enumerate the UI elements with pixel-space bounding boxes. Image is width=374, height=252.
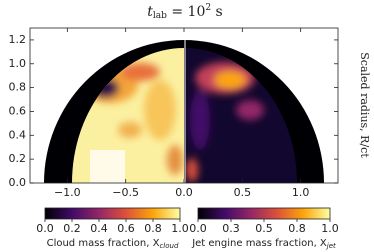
y-axis-label: Scaled radius, R/ct [358,52,371,158]
colorbar-tick-label: 1.0 [321,222,339,235]
y-tick-label: 0.4 [9,128,27,141]
colorbar-tick-label: 1.0 [171,222,189,235]
x-tick-label: 0.5 [234,186,252,199]
x-tick-label: 0.0 [175,186,193,199]
y-tick-label: 0.2 [9,152,27,165]
y-tick-label: 0.0 [9,176,27,189]
title-subscript: lab [153,11,167,21]
colorbar-tick-label: 0.8 [144,222,162,235]
colorbar [197,207,331,220]
chart-title: tlab = 102 s [147,3,222,21]
colorbar-label-subscript: cloud [159,242,179,250]
title-equals: = 10 [167,4,205,20]
colorbar-label-text: Jet engine mass fraction, X [191,238,327,249]
colorbar-tick-label: 0.5 [255,222,273,235]
colorbar-label: Jet engine mass fraction, Xjet [191,238,336,250]
x-tick-label: 1.0 [292,186,310,199]
colorbar [44,207,181,220]
y-tick-label: 0.8 [9,81,27,94]
colorbar-label-subscript: jet [326,242,336,250]
colorbar-tick-label: 0.4 [90,222,108,235]
x-tick-label: −0.5 [112,186,139,199]
colorbar-tick-label: 0.0 [36,222,54,235]
colorbar-tick-label: 0.8 [288,222,306,235]
y-tick-label: 1.2 [9,33,27,46]
colorbar-label: Cloud mass fraction, Xcloud [47,238,179,250]
title-symbol: t [147,4,153,20]
y-tick-label: 0.6 [9,104,27,117]
colorbar-label-text: Cloud mass fraction, X [47,238,160,249]
title-power: 2 [205,3,211,13]
x-tick-label: −1.0 [54,186,81,199]
y-tick-label: 1.0 [9,57,27,70]
colorbar-tick-label: 0.2 [63,222,81,235]
colorbar-tick-label: 0.0 [189,222,207,235]
colorbar-tick-label: 0.3 [222,222,240,235]
colorbar-tick-label: 0.6 [117,222,135,235]
simulation-image [44,40,324,183]
title-unit: s [211,4,223,20]
